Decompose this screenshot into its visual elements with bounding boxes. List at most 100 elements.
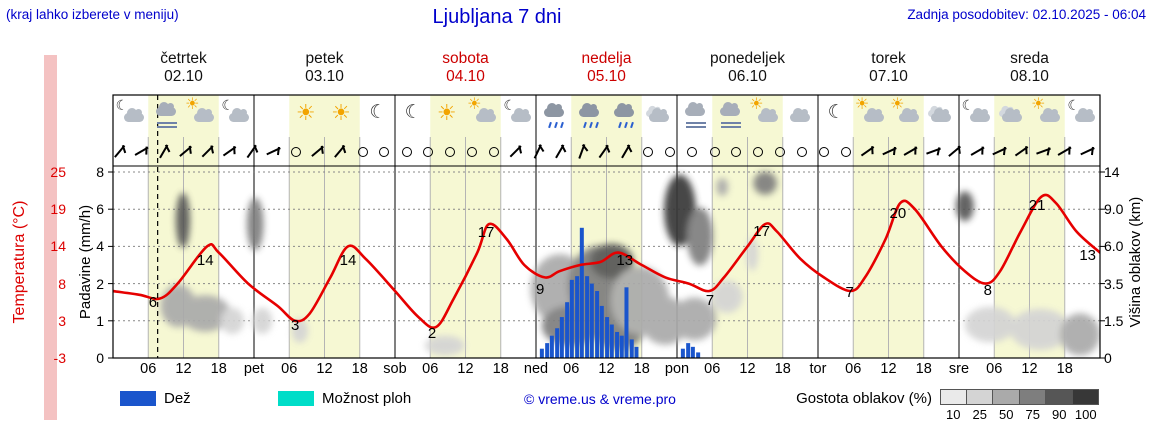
temperature-label: 21 (1028, 197, 1046, 215)
wind-barb-icon (991, 142, 1009, 160)
temperature-label: 7 (705, 291, 715, 309)
sun-weather-icon: ☀ (289, 97, 325, 133)
sun-icon: ☀ (185, 96, 200, 113)
wind-calm-icon (661, 142, 679, 160)
x-tick-hour: 12 (457, 361, 474, 377)
temperature-tick: 8 (58, 275, 66, 292)
day-name: petek (305, 50, 344, 67)
rain-cloud-icon (578, 103, 599, 117)
moon-icon: ☾ (961, 97, 975, 113)
day-date: 02.10 (164, 68, 203, 85)
cloud-density-level: 25 (972, 407, 987, 422)
wind-calm-icon (639, 142, 657, 160)
wind-calm-icon (771, 142, 789, 160)
x-tick-hour: 18 (210, 361, 227, 377)
temperature-tick: 19 (50, 201, 66, 218)
precipitation-tick: 1 (96, 312, 104, 329)
wind-calm-icon (727, 142, 745, 160)
copyright-link[interactable]: © vreme.us & vreme.pro (524, 391, 676, 407)
showers-legend-swatch (278, 391, 314, 406)
cloud-icon (1040, 108, 1061, 122)
last-updated: Zadnja posodobitev: 02.10.2025 - 06:04 (907, 7, 1146, 22)
wind-barb-icon (331, 142, 349, 160)
cloud-icon (476, 108, 497, 122)
day-header-četrtek: četrtek 02.10 (119, 50, 249, 86)
temperature-tick: 3 (58, 312, 66, 329)
day-header-ponedeljek: ponedeljek 06.10 (683, 50, 813, 86)
wind-barb-icon (199, 142, 217, 160)
x-tick-hour: 12 (175, 361, 192, 377)
cloud-icon (229, 108, 250, 122)
x-tick-hour: 06 (986, 361, 1003, 377)
cloud-icon (758, 108, 779, 122)
x-tick-day: sob (383, 361, 407, 377)
wind-calm-icon (397, 142, 415, 160)
moon-icon: ☾ (115, 97, 129, 113)
wind-barb-icon (177, 142, 195, 160)
fog-cloud-icon (684, 102, 705, 116)
cloud-icon (194, 108, 215, 122)
sun-cloud-weather-icon: ☀ (183, 97, 219, 133)
cloud-icon (1075, 108, 1096, 122)
moon-icon: ☾ (503, 97, 516, 113)
day-date: 06.10 (728, 68, 767, 85)
wind-barb-icon (551, 142, 569, 160)
wind-calm-icon (375, 142, 393, 160)
x-tick-hour: 06 (845, 361, 862, 377)
day-name: četrtek (160, 50, 207, 67)
temperature-label: 6 (148, 293, 158, 311)
day-date: 07.10 (869, 68, 908, 85)
day-date: 08.10 (1010, 68, 1049, 85)
wind-calm-icon (441, 142, 459, 160)
cloud-density-level: 90 (1052, 407, 1067, 422)
x-tick-hour: 06 (281, 361, 298, 377)
moon-cloud-weather-icon: ☾ (113, 97, 149, 133)
cloud-density-level: 75 (1025, 407, 1040, 422)
cloud-fog-weather-icon (148, 97, 184, 133)
sun-icon: ☀ (854, 96, 870, 113)
x-tick-hour: 06 (563, 361, 580, 377)
x-tick-hour: 12 (598, 361, 615, 377)
cloud-icon (123, 108, 144, 122)
x-tick-day: tor (809, 361, 827, 377)
temperature-curve (113, 193, 1100, 330)
moon-cloud-weather-icon: ☾ (500, 97, 536, 133)
wind-barb-icon (243, 142, 261, 160)
temperature-axis-strip (44, 55, 57, 420)
cloud-icon (1001, 108, 1022, 122)
sun-cloud-weather-icon: ☀ (1029, 97, 1065, 133)
fog-cloud-icon (719, 102, 740, 116)
cloud-icon (969, 108, 990, 122)
wind-calm-icon (793, 142, 811, 160)
wind-barb-icon (529, 142, 547, 160)
day-date: 05.10 (587, 68, 626, 85)
x-tick-hour: 12 (1021, 361, 1038, 377)
showers-legend-label: Možnost ploh (322, 390, 412, 407)
fog-cloud-icon (155, 102, 176, 116)
temperature-label: 14 (196, 252, 214, 270)
wind-barb-icon (925, 142, 943, 160)
day-name: ponedeljek (710, 50, 785, 67)
sun-icon: ☀ (331, 100, 351, 125)
cloud-density-swatch (1019, 389, 1046, 405)
wind-barb-icon (1013, 142, 1031, 160)
temperature-label: 13 (1079, 246, 1096, 264)
wind-barb-icon (573, 142, 591, 160)
clouds-weather-icon (641, 97, 677, 133)
temperature-label: 9 (535, 280, 545, 298)
wind-barb-icon (881, 142, 899, 160)
x-tick-hour: 18 (633, 361, 650, 377)
cloud-height-tick: 14 (1104, 164, 1120, 180)
cloud-height-tick: 6.0 (1104, 238, 1124, 255)
x-tick-hour: 12 (739, 361, 756, 377)
rain-legend-swatch (120, 391, 156, 406)
wind-barb-icon (617, 142, 635, 160)
plot-border (112, 94, 1101, 359)
temperature-tick: -3 (53, 350, 66, 366)
temperature-tick: 14 (50, 238, 66, 255)
wind-calm-icon (815, 142, 833, 160)
wind-calm-icon (837, 142, 855, 160)
cloud-density-swatch (1046, 389, 1073, 405)
